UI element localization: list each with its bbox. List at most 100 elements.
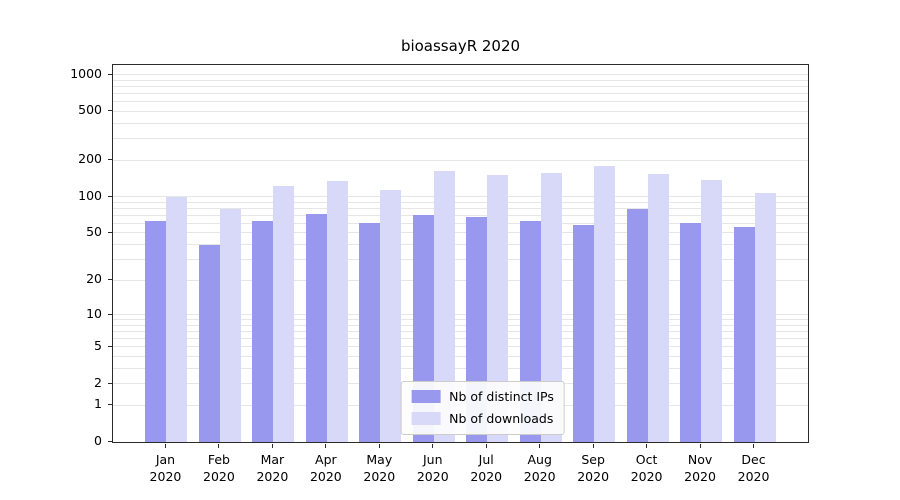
y-tick-mark xyxy=(108,231,112,233)
x-tick-mark xyxy=(378,444,380,448)
y-tick-label: 1 xyxy=(94,396,102,412)
x-tick-label: Oct 2020 xyxy=(630,452,663,484)
y-tick-mark xyxy=(108,404,112,406)
bar-downloads-mar xyxy=(273,186,295,442)
gridline xyxy=(113,324,808,326)
y-tick-mark xyxy=(108,73,112,75)
y-tick-label: 500 xyxy=(78,102,102,118)
x-tick-mark xyxy=(164,444,166,448)
legend-item-downloads: Nb of downloads xyxy=(411,411,554,426)
gridline xyxy=(113,346,808,348)
x-tick-mark xyxy=(699,444,701,448)
gridline xyxy=(113,101,808,103)
plot-area: Nb of distinct IPs Nb of downloads xyxy=(112,64,809,443)
y-tick-mark xyxy=(108,279,112,281)
y-tick-label: 0 xyxy=(94,433,102,448)
x-tick-label: Feb 2020 xyxy=(203,452,235,484)
x-tick-mark xyxy=(218,444,220,448)
gridline xyxy=(113,279,808,281)
x-tick-label: Nov 2020 xyxy=(684,452,716,484)
gridline xyxy=(113,367,808,369)
y-tick-label: 2 xyxy=(94,374,102,390)
x-tick-mark xyxy=(592,444,594,448)
legend-label-downloads: Nb of downloads xyxy=(449,411,554,426)
gridline xyxy=(113,201,808,203)
bar-distinct-ips-dec xyxy=(733,227,755,442)
gridline xyxy=(113,86,808,88)
y-tick-label: 10 xyxy=(86,305,102,321)
gridline xyxy=(113,319,808,321)
x-tick-label: Dec 2020 xyxy=(737,452,770,484)
gridline xyxy=(113,355,808,357)
gridline xyxy=(113,79,808,81)
gridline xyxy=(113,74,808,76)
y-tick-mark xyxy=(108,345,112,347)
legend-swatch-downloads xyxy=(411,412,441,425)
bar-distinct-ips-jan xyxy=(145,220,167,442)
x-tick-label: Jul 2020 xyxy=(470,452,503,484)
gridline xyxy=(113,338,808,340)
bar-downloads-apr xyxy=(326,181,348,442)
gridline xyxy=(113,232,808,234)
bar-downloads-jun xyxy=(433,170,455,442)
gridline xyxy=(113,330,808,332)
y-tick-label: 1000 xyxy=(70,65,102,81)
x-tick-mark xyxy=(753,444,755,448)
legend-swatch-distinct-ips xyxy=(411,390,441,403)
y-tick-mark xyxy=(108,441,112,442)
gridline xyxy=(113,258,808,260)
bar-distinct-ips-feb xyxy=(198,244,220,442)
y-tick-label: 50 xyxy=(86,223,102,239)
bar-downloads-jul xyxy=(487,174,509,442)
chart-title: bioassayR 2020 xyxy=(400,37,521,55)
bar-downloads-feb xyxy=(219,209,241,442)
grid-layer xyxy=(113,65,808,442)
x-tick-mark xyxy=(325,444,327,448)
bar-downloads-nov xyxy=(701,180,723,442)
bar-layer xyxy=(113,65,808,442)
x-tick-label: Mar 2020 xyxy=(256,452,289,484)
y-tick-mark xyxy=(108,159,112,161)
gridline xyxy=(113,138,808,140)
y-tick-label: 20 xyxy=(86,271,102,287)
bar-distinct-ips-may xyxy=(359,223,381,442)
gridline xyxy=(113,222,808,224)
x-tick-mark xyxy=(432,444,434,448)
gridline xyxy=(113,159,808,161)
x-tick-label: Sep 2020 xyxy=(577,452,610,484)
bar-downloads-aug xyxy=(540,172,562,442)
gridline xyxy=(113,122,808,124)
bar-distinct-ips-nov xyxy=(680,223,702,442)
legend-item-distinct-ips: Nb of distinct IPs xyxy=(411,389,554,404)
y-tick-mark xyxy=(108,313,112,315)
x-tick-mark xyxy=(539,444,541,448)
x-tick-label: Jan 2020 xyxy=(149,452,182,484)
gridline xyxy=(113,214,808,216)
gridline xyxy=(113,314,808,315)
bar-distinct-ips-apr xyxy=(305,213,327,442)
gridline xyxy=(113,196,808,198)
bar-downloads-sep xyxy=(594,166,616,442)
bar-distinct-ips-mar xyxy=(252,220,274,442)
x-tick-mark xyxy=(646,444,648,448)
bar-downloads-oct xyxy=(647,173,669,442)
gridline xyxy=(113,110,808,112)
y-tick-mark xyxy=(108,195,112,197)
gridline xyxy=(113,207,808,209)
y-tick-label: 200 xyxy=(78,151,102,167)
legend-label-distinct-ips: Nb of distinct IPs xyxy=(449,389,554,404)
gridline xyxy=(113,244,808,246)
x-tick-label: May 2020 xyxy=(363,452,396,484)
y-tick-label: 5 xyxy=(94,337,102,353)
y-tick-mark xyxy=(108,382,112,384)
y-tick-label: 100 xyxy=(78,187,102,203)
x-tick-label: Jun 2020 xyxy=(416,452,449,484)
x-tick-label: Apr 2020 xyxy=(309,452,342,484)
bar-downloads-dec xyxy=(754,192,776,442)
bar-distinct-ips-sep xyxy=(573,225,595,442)
x-tick-mark xyxy=(271,444,273,448)
bar-downloads-may xyxy=(380,190,402,442)
bar-downloads-jan xyxy=(166,196,188,442)
y-tick-mark xyxy=(108,110,112,112)
